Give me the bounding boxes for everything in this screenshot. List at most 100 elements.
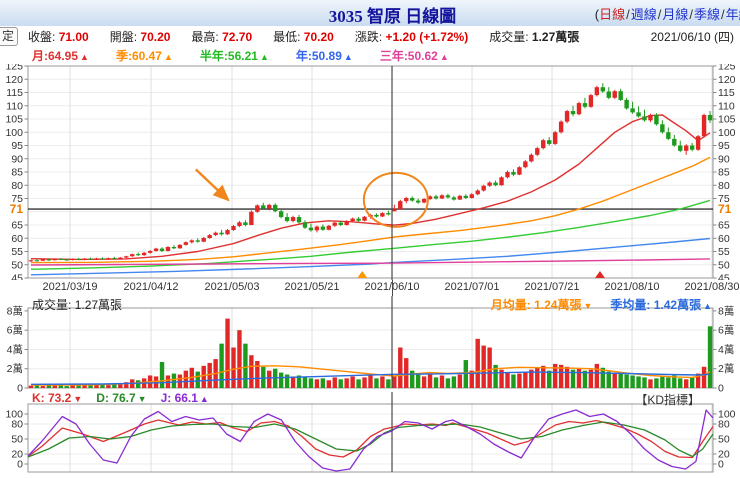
volume-bar — [695, 373, 701, 388]
ma-line — [30, 114, 711, 261]
candle — [648, 115, 653, 121]
volume-bar — [296, 375, 302, 388]
trend-arrow-icon: ▲ — [343, 51, 353, 62]
candle — [517, 167, 522, 175]
quote-field-label: 最低: — [273, 30, 304, 44]
highlight-price-label: 71 — [10, 202, 24, 216]
candle — [451, 197, 457, 200]
axis-marker-icon — [594, 271, 605, 278]
candle — [469, 194, 474, 198]
kd-legend: K: 73.2 ▼ D: 76.7 ▼ J: 66.1 ▲ — [32, 391, 223, 405]
candle — [94, 258, 99, 260]
candle — [153, 248, 159, 251]
svg-text:80: 80 — [11, 419, 23, 431]
period-link-1[interactable]: 日線 — [599, 7, 626, 22]
candle — [237, 222, 242, 227]
candle — [147, 250, 153, 253]
candle — [499, 177, 504, 186]
arrow-annotation — [195, 168, 230, 202]
candle — [284, 217, 290, 222]
trend-arrow-icon: ▲ — [80, 51, 89, 62]
ma-line — [30, 237, 711, 276]
volume-bar — [594, 363, 600, 388]
candle — [302, 222, 308, 228]
period-link-5[interactable]: 年線 — [725, 7, 740, 22]
candles — [28, 83, 713, 263]
svg-text:100: 100 — [5, 127, 23, 139]
candle — [195, 240, 200, 242]
quote-field-label: 開盤: — [109, 30, 141, 44]
svg-text:105: 105 — [5, 114, 23, 126]
candle — [207, 235, 212, 238]
ma-legend-item: 年:50.89 ▲ — [295, 48, 353, 63]
svg-text:115: 115 — [718, 87, 735, 99]
volume-bar — [421, 376, 427, 388]
volume-bar — [683, 379, 689, 388]
candle — [415, 200, 421, 203]
candle — [374, 214, 379, 217]
volume-bar — [630, 375, 635, 388]
svg-text:55: 55 — [718, 246, 730, 258]
candle — [481, 185, 486, 191]
svg-text:0: 0 — [718, 383, 724, 393]
volume-bar — [404, 358, 409, 388]
candle — [189, 240, 195, 243]
candle — [130, 254, 135, 257]
quote-field-label: 最高: — [191, 30, 223, 44]
period-link-3[interactable]: 月線 — [662, 7, 689, 22]
volume-bar — [284, 374, 290, 388]
x-axis-date-labels: 2021/03/19 2021/04/12 2021/05/03 2021/05/21… — [0, 281, 740, 296]
svg-text:80: 80 — [718, 180, 730, 192]
volume-bar — [100, 384, 105, 388]
volume-bar — [475, 338, 480, 388]
candle — [165, 246, 171, 251]
svg-text:100: 100 — [718, 409, 736, 421]
svg-text:110: 110 — [718, 100, 735, 112]
period-link-4[interactable]: 季線 — [694, 7, 721, 22]
crosshair-line — [392, 280, 393, 296]
svg-text:20: 20 — [718, 449, 730, 461]
svg-text:105: 105 — [718, 114, 736, 126]
volume-label: 成交量: 1.27萬張 — [32, 298, 123, 312]
svg-text:95: 95 — [11, 140, 23, 152]
volume-bar — [243, 343, 248, 388]
ma-legend-item: 月:64.95 ▲ — [32, 48, 89, 63]
candle — [630, 108, 635, 113]
volume-bar — [52, 385, 58, 388]
axis-marker-icon — [357, 271, 368, 278]
candle — [88, 258, 93, 260]
volume-bar — [356, 379, 361, 388]
svg-text:45: 45 — [11, 273, 23, 281]
volume-bar — [493, 364, 498, 388]
candle — [654, 115, 659, 125]
volume-bar — [171, 373, 177, 388]
candle — [171, 246, 177, 249]
svg-text:50: 50 — [718, 259, 730, 271]
candle — [52, 258, 58, 261]
volume-bar — [529, 369, 534, 388]
volume-bar — [350, 376, 355, 388]
candle — [541, 140, 546, 149]
candle — [267, 204, 272, 209]
period-link-2[interactable]: 週線 — [630, 7, 657, 22]
period-nav-separator: / — [689, 7, 693, 22]
ma-lines — [30, 114, 711, 276]
candle — [636, 112, 641, 117]
volume-bar — [195, 371, 200, 388]
volume-bar — [135, 380, 141, 388]
title-bar: 3035 智原 日線圖 (日線/週線/月線/季線/年線) — [0, 0, 740, 27]
candle — [344, 221, 349, 225]
svg-text:0: 0 — [17, 383, 23, 393]
volume-bar — [124, 382, 129, 388]
settings-button[interactable]: 定 — [0, 27, 19, 46]
svg-text:85: 85 — [718, 167, 730, 179]
volume-bar — [225, 318, 230, 388]
candle — [201, 237, 206, 242]
volume-chart[interactable]: 8萬 8萬 6萬 6萬 4萬 4萬 2萬 2萬 0 0 — [0, 296, 740, 392]
candle — [511, 172, 516, 175]
svg-text:120: 120 — [5, 74, 23, 86]
candle — [624, 99, 629, 109]
volume-ma-legend-item: 季均量: 1.42萬張 ▲ — [610, 298, 712, 312]
